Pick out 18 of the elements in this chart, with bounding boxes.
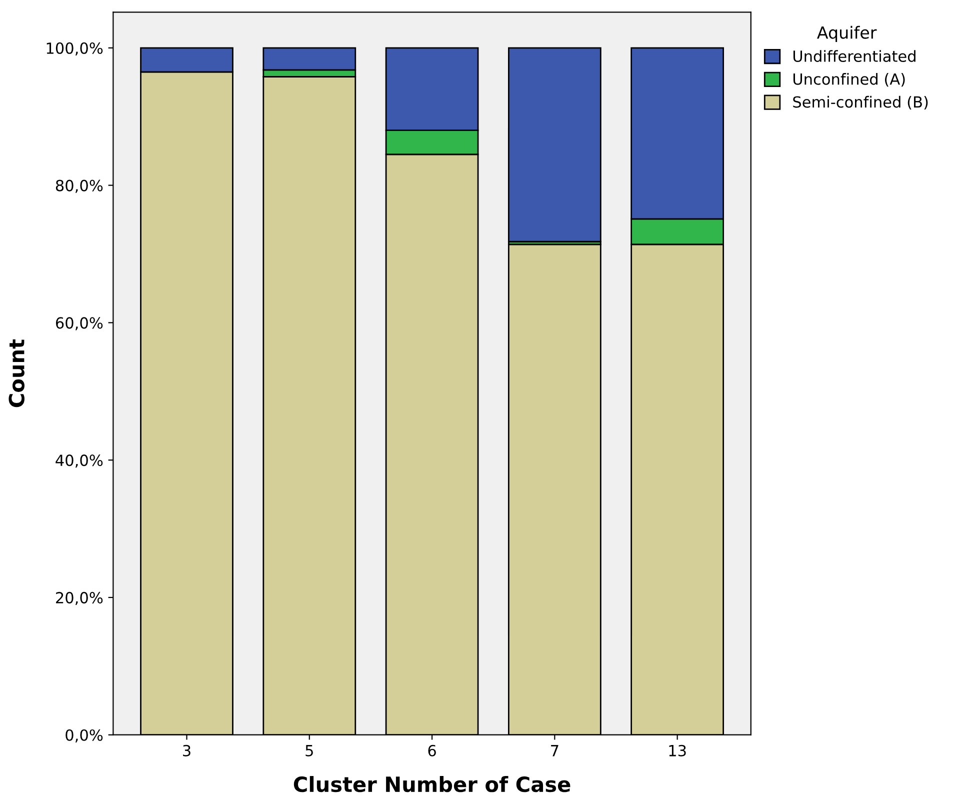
y-tick-label: 80,0% (56, 180, 103, 193)
y-tick-label: 100,0% (46, 42, 103, 56)
legend-label: Unconfined (A) (793, 73, 905, 87)
y-axis-title: Count (8, 339, 24, 408)
legend-title: Aquifer (817, 26, 877, 42)
bar (508, 47, 602, 242)
y-tick-label: 40,0% (56, 454, 103, 468)
x-tick-label: 7 (551, 745, 558, 756)
y-tick-label: 60,0% (56, 317, 103, 330)
x-axis-title: Cluster Number of Case (294, 776, 570, 792)
legend-label: Undifferentiated (793, 50, 916, 62)
x-tick-label: 13 (669, 744, 686, 756)
y-tick-label: 20,0% (56, 592, 103, 606)
x-tick-label: 3 (183, 744, 190, 756)
y-tick-label: 0,0% (66, 729, 103, 742)
x-tick-label: 6 (428, 744, 436, 756)
x-tick-label: 5 (306, 745, 313, 756)
legend-label: Semi-confined (B) (793, 96, 928, 110)
